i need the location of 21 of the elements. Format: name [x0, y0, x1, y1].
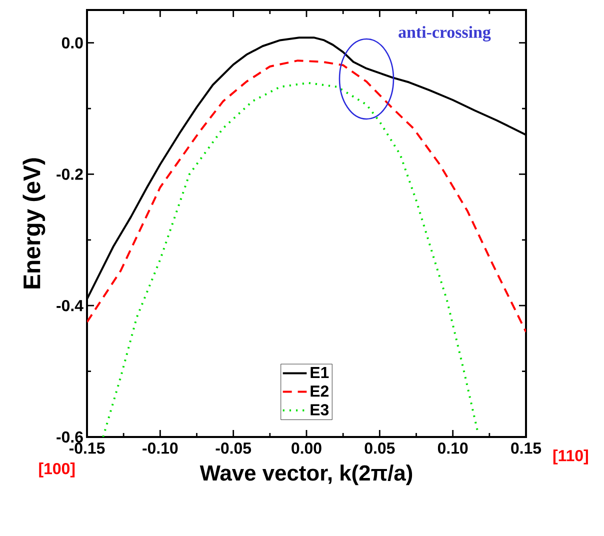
legend-label: E3	[310, 404, 329, 416]
legend-label: E2	[310, 386, 329, 397]
x-tick-label: -0.15	[69, 442, 105, 454]
y-tick-label: -0.2	[56, 168, 83, 180]
text: [110]	[553, 450, 588, 464]
annotation: anti-crossing	[398, 26, 491, 42]
x-tick-label: 0.15	[511, 442, 542, 454]
x-tick-label: -0.05	[216, 442, 252, 454]
line-series	[87, 60, 526, 333]
text: [100]	[39, 462, 75, 478]
x-tick-label: 0.05	[364, 442, 395, 454]
y-tick-label: -0.6	[56, 431, 83, 443]
x-tick-label: 0.00	[292, 442, 322, 454]
x-axis-title: Wave vector, k(2π/a)	[200, 464, 412, 486]
line-series	[102, 82, 479, 437]
legend-label: E1	[310, 367, 329, 378]
y-axis-title: Energy (eV)	[22, 158, 46, 288]
x-tick-label: 0.10	[438, 442, 468, 454]
y-tick-label: -0.4	[56, 300, 84, 312]
x-tick-label: -0.10	[142, 442, 178, 454]
y-tick-label: 0.0	[62, 37, 83, 48]
